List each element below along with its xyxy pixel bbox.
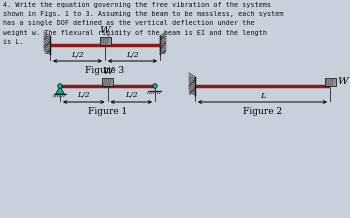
Circle shape xyxy=(58,84,62,88)
Polygon shape xyxy=(56,87,64,94)
Bar xyxy=(160,36,166,54)
Text: L/2: L/2 xyxy=(126,51,139,58)
Text: Figure 2: Figure 2 xyxy=(243,107,282,116)
Text: Figure 3: Figure 3 xyxy=(85,66,125,75)
Text: L/2: L/2 xyxy=(125,92,138,99)
Circle shape xyxy=(153,84,157,88)
Bar xyxy=(160,36,166,54)
Bar xyxy=(44,36,50,54)
Bar xyxy=(189,77,195,95)
Text: W: W xyxy=(102,67,113,76)
Text: L: L xyxy=(260,92,265,99)
Text: L/2: L/2 xyxy=(77,92,90,99)
Bar xyxy=(189,77,195,95)
Text: is L.: is L. xyxy=(3,39,24,45)
Bar xyxy=(99,37,111,45)
Text: has a single DOF defined as the vertical deflection under the: has a single DOF defined as the vertical… xyxy=(3,20,255,26)
Bar xyxy=(324,78,336,86)
Text: Figure 1: Figure 1 xyxy=(88,107,127,116)
Text: L/2: L/2 xyxy=(71,51,84,58)
Text: W: W xyxy=(100,26,110,35)
Text: W: W xyxy=(337,78,348,87)
Text: 4. Write the equation governing the free vibration of the systems: 4. Write the equation governing the free… xyxy=(3,2,271,8)
Bar xyxy=(102,78,113,86)
Text: shown in Figs. 1 to 3. Assuming the beam to be massless, each system: shown in Figs. 1 to 3. Assuming the beam… xyxy=(3,11,284,17)
Bar xyxy=(44,36,50,54)
Text: weight w. The flexural rigidity of the beam is EI and the length: weight w. The flexural rigidity of the b… xyxy=(3,30,267,36)
